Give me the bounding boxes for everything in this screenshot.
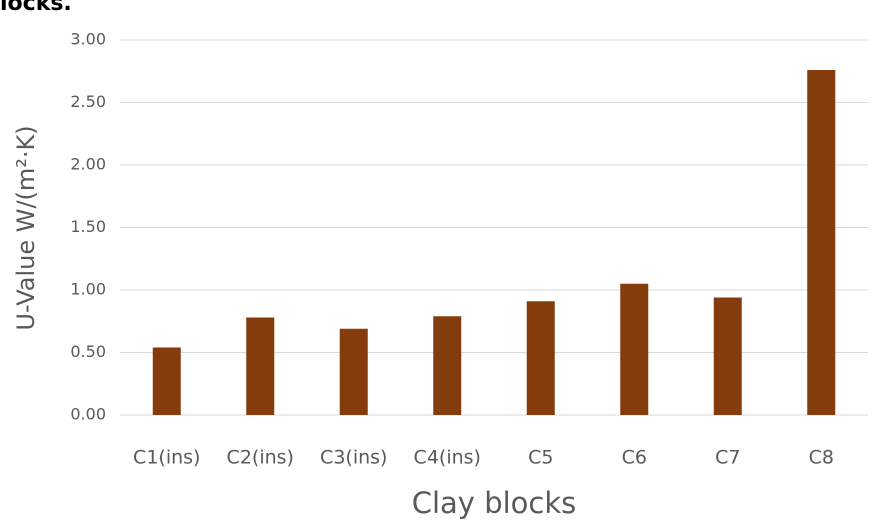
y-tick-label: 2.50 [70, 92, 106, 111]
x-tick-label: C8 [809, 447, 834, 469]
y-tick-label: 3.00 [70, 30, 106, 49]
x-tick-label: C5 [528, 447, 553, 469]
bar [339, 328, 368, 415]
annotation: locks. [0, 0, 72, 16]
bar [526, 301, 555, 415]
bar [620, 283, 649, 415]
x-tick-label: C3(ins) [320, 447, 387, 469]
y-tick-label: 0.00 [70, 405, 106, 424]
y-tick-label: 2.00 [70, 155, 106, 174]
bar [713, 297, 742, 415]
bar [807, 70, 836, 415]
y-axis-title: U-Value W/(m²·K) [12, 125, 40, 330]
x-tick-label: C2(ins) [227, 447, 294, 469]
y-tick-label: 0.50 [70, 342, 106, 361]
x-tick-label: C1(ins) [133, 447, 200, 469]
x-tick-label: C7 [715, 447, 740, 469]
x-tick-label: C4(ins) [414, 447, 481, 469]
bar [152, 347, 181, 415]
bar [433, 316, 462, 415]
bar [246, 317, 275, 415]
x-axis-title: Clay blocks [412, 486, 577, 520]
y-tick-label: 1.00 [70, 280, 106, 299]
y-tick-label: 1.50 [70, 217, 106, 236]
x-tick-label: C6 [622, 447, 647, 469]
